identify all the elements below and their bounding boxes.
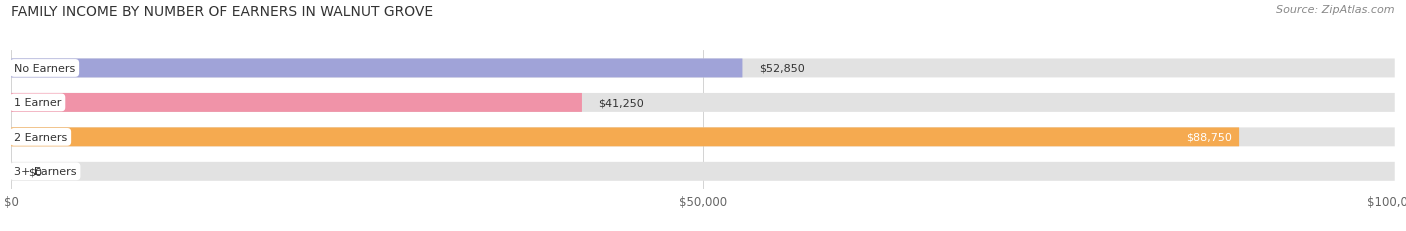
- FancyBboxPatch shape: [11, 94, 582, 112]
- Text: $52,850: $52,850: [759, 64, 804, 74]
- Text: FAMILY INCOME BY NUMBER OF EARNERS IN WALNUT GROVE: FAMILY INCOME BY NUMBER OF EARNERS IN WA…: [11, 5, 433, 18]
- FancyBboxPatch shape: [11, 128, 1395, 147]
- Text: 1 Earner: 1 Earner: [14, 98, 62, 108]
- Text: Source: ZipAtlas.com: Source: ZipAtlas.com: [1277, 5, 1395, 15]
- Text: $41,250: $41,250: [599, 98, 644, 108]
- FancyBboxPatch shape: [11, 59, 1395, 78]
- Text: 3+ Earners: 3+ Earners: [14, 167, 76, 176]
- Text: No Earners: No Earners: [14, 64, 76, 74]
- Text: 2 Earners: 2 Earners: [14, 132, 67, 142]
- FancyBboxPatch shape: [11, 162, 1395, 181]
- FancyBboxPatch shape: [11, 59, 742, 78]
- Text: $0: $0: [28, 167, 42, 176]
- Text: $88,750: $88,750: [1187, 132, 1232, 142]
- FancyBboxPatch shape: [11, 94, 1395, 112]
- FancyBboxPatch shape: [11, 128, 1239, 147]
